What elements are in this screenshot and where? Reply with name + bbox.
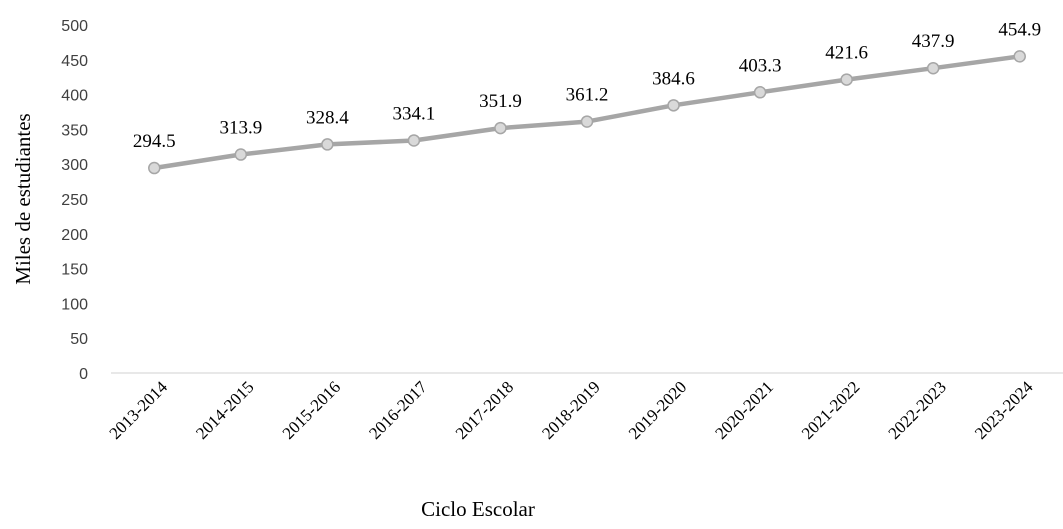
y-tick-label: 400 [61,88,88,105]
series-line [152,54,1022,171]
data-label: 384.6 [652,68,695,89]
data-point [494,121,507,135]
x-tick-label: 2016-2017 [365,377,431,443]
y-axis-title: Miles de estudiantes [11,113,35,284]
y-tick-label: 50 [70,331,88,348]
x-axis-title: Ciclo Escolar [421,497,535,521]
y-tick-label: 450 [61,53,88,70]
y-tick-label: 300 [61,157,88,174]
x-tick-label: 2014-2015 [192,377,258,443]
data-point [667,99,680,112]
y-tick-label: 150 [61,262,88,279]
data-label: 313.9 [219,118,262,139]
data-label: 421.6 [825,43,868,64]
data-point [1013,50,1026,63]
data-label: 403.3 [739,55,782,76]
data-label: 361.2 [566,85,609,106]
x-tick-label: 2019-2020 [625,377,691,443]
data-label: 328.4 [306,107,349,128]
x-tick-label: 2020-2021 [711,377,777,443]
y-tick-label: 350 [61,122,88,139]
x-tick-label: 2017-2018 [452,377,518,443]
data-point [234,148,248,161]
x-tick-label: 2013-2014 [106,377,172,443]
data-point [753,86,767,99]
x-tick-label: 2023-2024 [971,377,1037,443]
data-label: 334.1 [393,103,436,124]
y-tick-label: 0 [79,366,88,383]
x-tick-label: 2022-2023 [884,377,950,443]
data-point [840,73,853,86]
data-label: 437.9 [912,31,955,52]
data-label: 351.9 [479,91,522,112]
x-tick-label: 2021-2022 [798,377,864,443]
data-point [148,161,161,175]
y-tick-label: 100 [61,296,88,313]
data-point [407,134,421,147]
data-point [580,115,594,128]
x-tick-label: 2018-2019 [538,377,604,443]
y-tick-label: 200 [61,227,88,244]
x-axis-ticks: 2013-2014 2014-2015 2015-2016 2016-2017 2017… [106,377,1037,443]
data-point [321,138,334,151]
data-point [926,61,940,75]
data-label: 454.9 [998,19,1041,40]
y-tick-label: 250 [61,192,88,209]
x-tick-label: 2015-2016 [279,377,345,443]
data-labels: 294.5 313.9 328.4 334.1 351.9 361.2 384.6 403.3… [133,19,1041,152]
series-markers [148,50,1026,175]
y-axis-ticks: 0 50 100 150 200 250 300 350 400 450 500 [61,18,88,383]
data-label: 294.5 [133,131,176,152]
y-tick-label: 500 [61,18,88,35]
